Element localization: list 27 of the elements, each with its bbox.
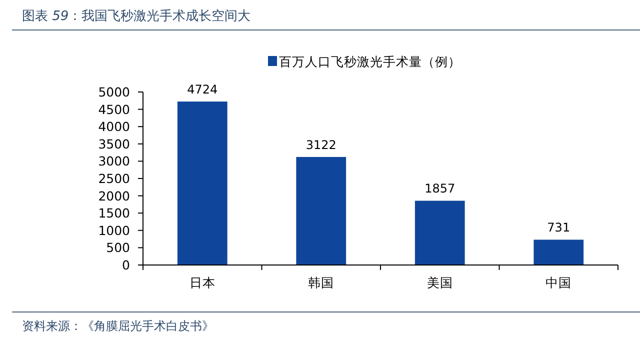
y-tick-label: 3000 — [98, 154, 130, 169]
y-tick-label: 2000 — [98, 188, 130, 204]
y-tick-label: 2500 — [98, 171, 130, 186]
y-tick-label: 4500 — [98, 102, 130, 117]
x-tick-label: 日本 — [189, 275, 216, 290]
x-tick-label: 中国 — [546, 275, 572, 290]
y-tick-label: 1000 — [98, 222, 130, 238]
y-tick-label: 500 — [106, 240, 130, 256]
y-tick-label: 3500 — [98, 136, 130, 152]
x-tick-label: 韩国 — [308, 275, 334, 290]
bar — [534, 240, 584, 265]
chart-title: 图表 59：我国飞秒激光手术成长空间大 — [22, 9, 251, 24]
y-tick-label: 5000 — [98, 84, 130, 100]
bar — [296, 156, 346, 265]
plot: 4724 3122 1857 731 0 500 1000 1500 2000 2500 3000 3500 4000 4500 5000 日本 韩国 美国 中国 — [98, 82, 618, 290]
x-tick-label: 美国 — [426, 275, 453, 290]
data-label: 1857 — [424, 182, 456, 196]
data-label: 4724 — [187, 82, 218, 97]
y-tick-label: 4000 — [98, 119, 130, 134]
bar — [177, 102, 228, 265]
text: 资料来源：《角膜屈光手术白皮书》 — [22, 319, 214, 333]
bar — [414, 200, 465, 265]
y-tick-label: 1500 — [98, 206, 130, 221]
y-tick-label: 0 — [122, 258, 130, 272]
data-label: 3122 — [306, 138, 336, 152]
data-label: 731 — [547, 220, 570, 235]
legend: 百万人口飞秒激光手术量（例） — [268, 54, 461, 69]
